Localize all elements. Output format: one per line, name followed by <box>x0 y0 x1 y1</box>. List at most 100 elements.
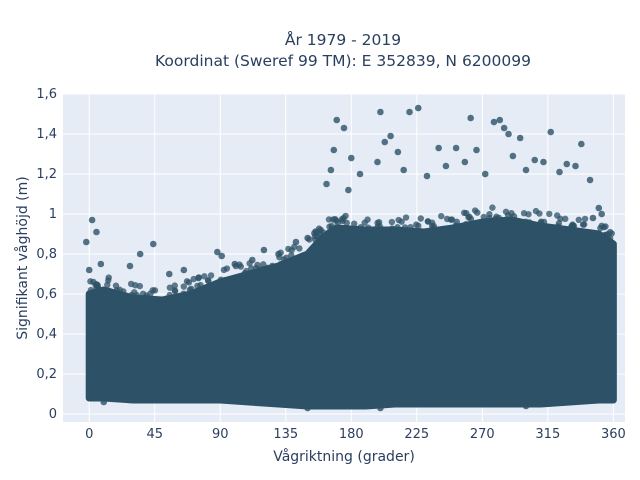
data-point-12 <box>218 252 225 260</box>
edge-point <box>285 245 292 253</box>
edge-point <box>342 225 350 232</box>
data-point-20 <box>333 116 341 124</box>
data-point-56 <box>578 140 585 148</box>
edge-point <box>416 228 423 235</box>
x-tick-label-7: 315 <box>535 427 560 442</box>
edge-point <box>257 266 265 273</box>
edge-point <box>188 285 195 293</box>
data-point-37 <box>442 162 450 170</box>
edge-point <box>166 284 174 291</box>
edge-point <box>241 270 248 277</box>
edge-point <box>250 269 258 276</box>
edge-point <box>105 277 112 284</box>
data-point-61 <box>589 214 597 222</box>
edge-point <box>149 287 156 294</box>
edge-point <box>94 281 101 289</box>
data-point-47 <box>509 152 517 160</box>
data-point-40 <box>467 114 474 122</box>
data-point-2 <box>93 228 100 236</box>
x-tick-label-3: 135 <box>273 427 298 442</box>
data-point-52 <box>547 128 555 136</box>
data-point-64 <box>377 404 384 412</box>
data-point-42 <box>481 170 489 178</box>
edge-point <box>402 214 410 221</box>
data-point-48 <box>516 134 524 142</box>
data-point-17 <box>292 238 300 246</box>
y-tick-label-8: 1,6 <box>36 87 57 102</box>
edge-point <box>486 211 493 218</box>
x-tick-label-6: 270 <box>470 427 495 442</box>
edge-point <box>201 273 208 280</box>
edge-point <box>87 286 95 294</box>
chart-title-line-2: Koordinat (Sweref 99 TM): E 352839, N 62… <box>155 52 531 70</box>
edge-point <box>521 219 528 226</box>
data-point-21 <box>340 124 348 132</box>
data-point-30 <box>374 158 381 166</box>
x-tick-label-0: 0 <box>85 427 93 442</box>
data-point-16 <box>275 250 282 258</box>
edge-point <box>598 222 605 230</box>
data-point-44 <box>496 116 504 124</box>
edge-point <box>415 222 422 230</box>
data-point-63 <box>304 404 311 412</box>
data-point-14 <box>248 256 256 264</box>
data-point-27 <box>377 108 384 116</box>
edge-point <box>430 222 437 230</box>
data-point-18 <box>304 234 311 242</box>
chart-title-line-1: År 1979 - 2019 <box>285 30 401 49</box>
data-point-7 <box>126 262 134 270</box>
y-tick-label-1: 0,2 <box>36 367 57 382</box>
edge-point <box>569 221 576 228</box>
edge-point <box>364 216 371 223</box>
edge-point <box>532 207 540 215</box>
data-points <box>82 104 617 412</box>
data-point-31 <box>394 148 402 156</box>
edge-point <box>526 219 533 226</box>
x-tick-label-2: 90 <box>212 427 229 442</box>
data-point-53 <box>556 168 563 176</box>
data-point-58 <box>595 204 603 212</box>
y-tick-label-0: 0 <box>49 407 57 422</box>
edge-point <box>343 219 350 227</box>
y-tick-label-4: 0,8 <box>36 247 57 262</box>
y-tick-label-5: 1 <box>49 207 57 222</box>
edge-point <box>219 277 226 285</box>
edge-point <box>471 207 479 214</box>
edge-point <box>540 218 548 226</box>
edge-point <box>452 222 459 229</box>
data-point-60 <box>604 234 611 242</box>
data-point-23 <box>327 166 335 174</box>
y-tick-label-7: 1,4 <box>36 127 57 142</box>
edge-point <box>388 225 396 232</box>
edge-point <box>438 212 445 220</box>
edge-point <box>313 229 321 236</box>
data-point-39 <box>461 158 469 166</box>
edge-point <box>260 261 267 268</box>
edge-point <box>171 282 178 289</box>
edge-point <box>606 228 614 236</box>
data-point-43 <box>490 118 498 126</box>
edge-point <box>296 245 303 252</box>
edge-point <box>546 210 553 218</box>
data-point-29 <box>387 132 394 140</box>
edge-point <box>277 260 285 268</box>
edge-point <box>171 287 179 295</box>
data-point-35 <box>423 172 431 180</box>
data-point-0 <box>88 216 96 224</box>
edge-point <box>350 220 358 227</box>
data-point-1 <box>82 238 90 246</box>
edge-point <box>205 277 212 284</box>
y-tick-label-2: 0,4 <box>36 327 57 342</box>
data-point-54 <box>563 160 571 168</box>
edge-point <box>554 223 562 230</box>
edge-point <box>264 264 271 271</box>
edge-point <box>557 215 564 223</box>
edge-point <box>136 282 144 290</box>
data-point-6 <box>136 250 144 258</box>
data-point-11 <box>214 248 221 256</box>
data-point-19 <box>323 180 330 188</box>
edge-point <box>394 224 401 231</box>
data-point-22 <box>330 146 338 154</box>
data-point-24 <box>347 154 355 162</box>
